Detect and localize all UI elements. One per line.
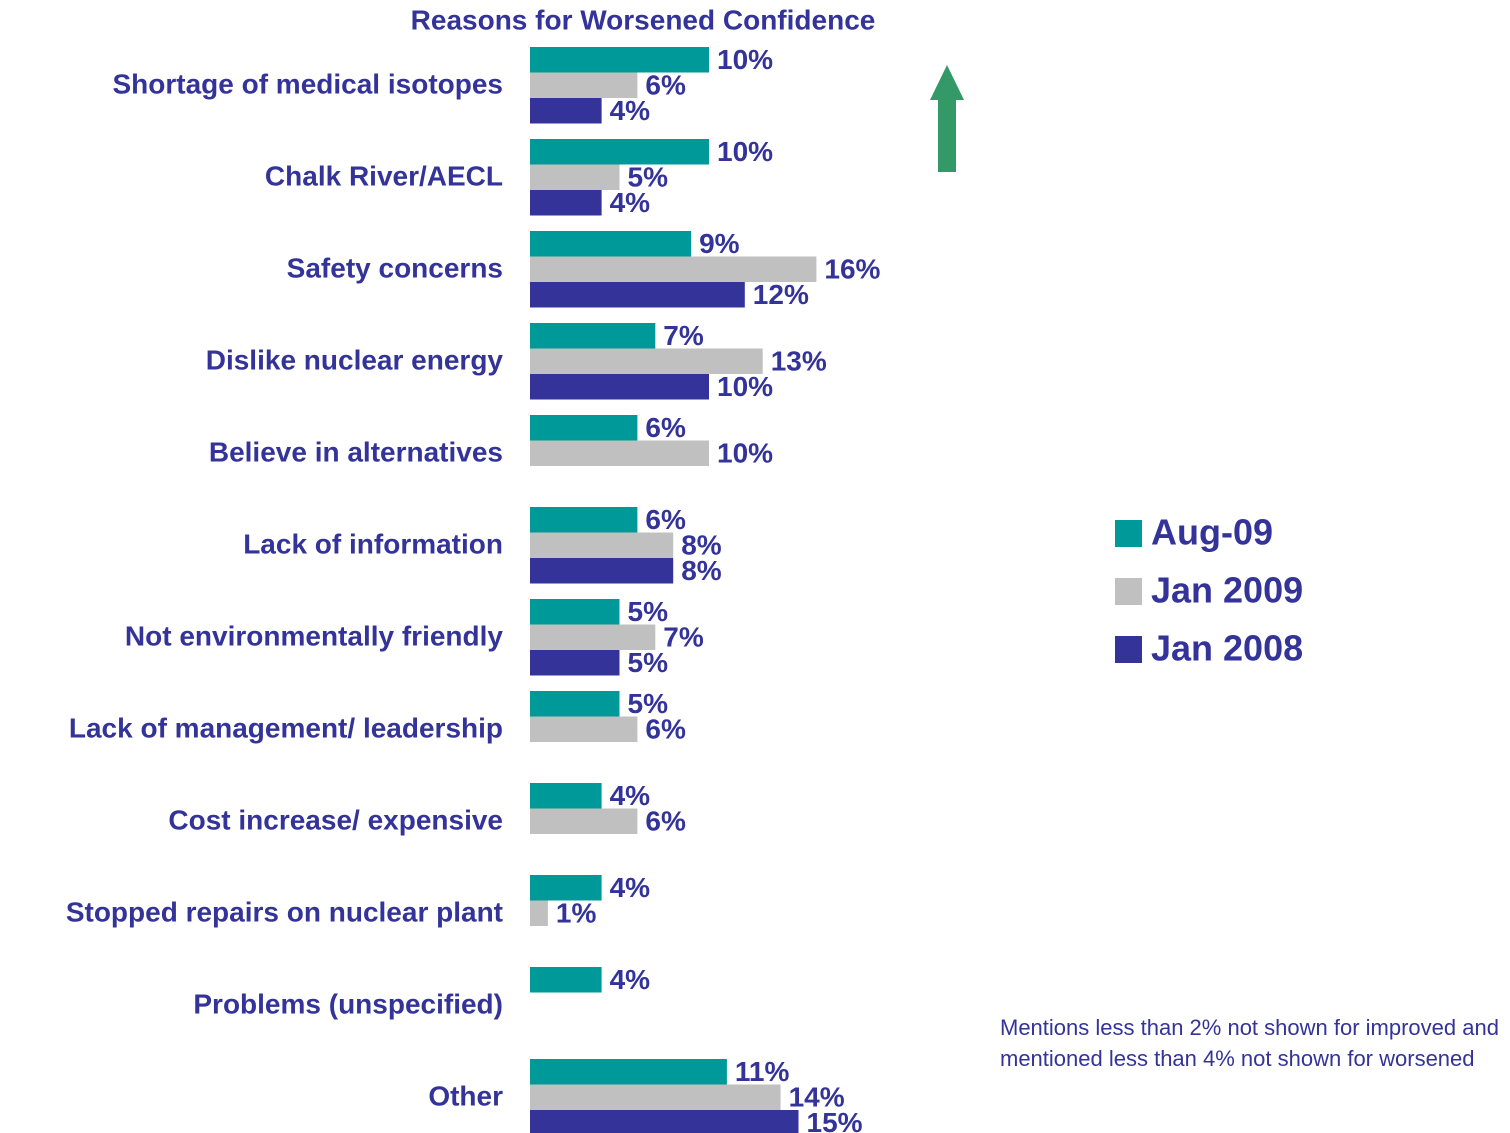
bar xyxy=(530,190,602,216)
legend-swatch xyxy=(1115,578,1142,605)
value-label: 5% xyxy=(628,688,669,719)
value-label: 9% xyxy=(699,228,740,259)
bar xyxy=(530,348,763,374)
legend-label: Jan 2009 xyxy=(1151,570,1303,611)
value-label: 8% xyxy=(681,555,722,586)
value-label: 6% xyxy=(645,714,686,745)
value-label: 7% xyxy=(663,622,704,653)
value-label: 5% xyxy=(628,162,669,193)
legend-swatch xyxy=(1115,520,1142,547)
category-label: Believe in alternatives xyxy=(209,437,503,468)
bar xyxy=(530,900,548,926)
bar xyxy=(530,415,638,441)
category-label: Dislike nuclear energy xyxy=(206,345,504,376)
category-label: Cost increase/ expensive xyxy=(168,805,503,836)
bar xyxy=(530,164,620,190)
value-label: 10% xyxy=(717,438,773,469)
value-label: 4% xyxy=(610,187,651,218)
value-label: 1% xyxy=(556,898,597,929)
category-label: Stopped repairs on nuclear plant xyxy=(66,897,503,928)
bar xyxy=(530,875,602,901)
value-label: 4% xyxy=(610,95,651,126)
bar xyxy=(530,47,709,73)
chart-title: Reasons for Worsened Confidence xyxy=(411,4,876,35)
note: Mentions less than 2% not shown for impr… xyxy=(1000,1015,1499,1071)
bar xyxy=(530,256,817,282)
bar xyxy=(530,1110,799,1133)
value-label: 12% xyxy=(753,279,809,310)
value-label: 6% xyxy=(645,504,686,535)
bar xyxy=(530,440,709,466)
category-label: Chalk River/AECL xyxy=(265,161,503,192)
value-label: 10% xyxy=(717,136,773,167)
bar xyxy=(530,1059,727,1085)
bar xyxy=(530,231,692,257)
category-label: Lack of information xyxy=(243,529,503,560)
legend-label: Jan 2008 xyxy=(1151,628,1303,669)
bar xyxy=(530,624,656,650)
value-label: 14% xyxy=(789,1082,845,1113)
bar xyxy=(530,282,745,308)
bar xyxy=(530,374,709,400)
value-label: 11% xyxy=(735,1056,790,1087)
category-label: Lack of management/ leadership xyxy=(69,713,503,744)
value-label: 4% xyxy=(610,780,651,811)
value-label: 10% xyxy=(717,371,773,402)
bar xyxy=(530,72,638,98)
bar xyxy=(530,716,638,742)
category-label: Shortage of medical isotopes xyxy=(112,69,503,100)
value-label: 16% xyxy=(824,254,880,285)
bar xyxy=(530,532,674,558)
category-label: Problems (unspecified) xyxy=(193,989,503,1020)
value-label: 15% xyxy=(807,1107,863,1133)
note-box: Mentions less than 2% not shown for impr… xyxy=(1000,1015,1499,1071)
value-label: 6% xyxy=(645,412,686,443)
value-label: 4% xyxy=(610,872,651,903)
value-label: 6% xyxy=(645,806,686,837)
up-arrow xyxy=(930,65,964,172)
bar xyxy=(530,323,656,349)
bar xyxy=(530,783,602,809)
value-label: 8% xyxy=(681,530,722,561)
bar xyxy=(530,967,602,993)
bar xyxy=(530,558,674,584)
value-label: 5% xyxy=(628,647,669,678)
value-label: 5% xyxy=(628,596,669,627)
legend-swatch xyxy=(1115,636,1142,663)
value-label: 6% xyxy=(645,70,686,101)
bar xyxy=(530,691,620,717)
value-label: 10% xyxy=(717,44,773,75)
bar xyxy=(530,1084,781,1110)
bar xyxy=(530,139,709,165)
bar xyxy=(530,98,602,124)
value-label: 4% xyxy=(610,964,651,995)
bar xyxy=(530,599,620,625)
legend-label: Aug-09 xyxy=(1151,512,1273,553)
bar xyxy=(530,507,638,533)
bar xyxy=(530,808,638,834)
bar xyxy=(530,650,620,676)
category-label: Other xyxy=(428,1081,503,1112)
value-label: 7% xyxy=(663,320,704,351)
value-label: 13% xyxy=(771,346,827,377)
category-label: Safety concerns xyxy=(287,253,503,284)
category-label: Not environmentally friendly xyxy=(125,621,503,652)
